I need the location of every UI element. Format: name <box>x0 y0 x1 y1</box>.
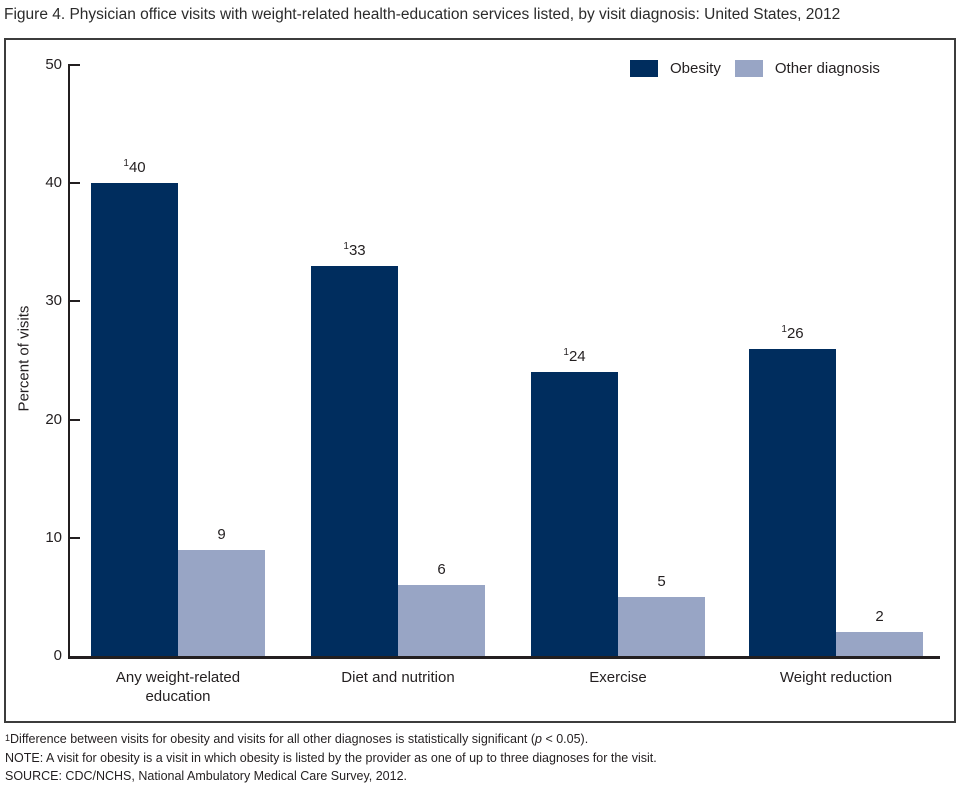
footnote-text-end: < 0.05). <box>541 732 589 746</box>
legend-label: Other diagnosis <box>774 60 880 77</box>
y-tick-label-20: 20 <box>45 410 62 428</box>
y-tick-label-40: 40 <box>45 174 62 192</box>
footnotes: 1Difference between visits for obesity a… <box>5 730 955 786</box>
legend-item-other-diagnosis: Other diagnosis <box>734 60 880 77</box>
footnote-superscript: 1 <box>5 733 11 743</box>
y-tick-label-0: 0 <box>53 647 62 664</box>
bar-value-label: 2 <box>875 608 884 625</box>
bar-other-diagnosis-3 <box>836 632 923 656</box>
plot-area: Percent of visits Obesity Other diagnosis… <box>6 40 954 721</box>
significance-superscript: 1 <box>563 347 569 358</box>
footnote-p-italic: p <box>535 732 542 746</box>
bar-value-label: 6 <box>437 561 446 578</box>
category-label-2: Exercise <box>589 669 647 686</box>
category-label-0: Any weight-related education <box>115 669 241 705</box>
chart-legend: Obesity Other diagnosis <box>630 60 880 77</box>
chart-frame: Percent of visits Obesity Other diagnosis… <box>4 38 956 723</box>
bar-other-diagnosis-1 <box>398 585 485 656</box>
significance-superscript: 1 <box>781 324 787 335</box>
y-tick-label-30: 30 <box>45 292 62 310</box>
legend-label: Obesity <box>670 60 721 77</box>
y-tick-label-10: 10 <box>45 528 62 546</box>
y-tick-30 <box>68 300 80 303</box>
bar-other-diagnosis-0 <box>178 550 265 656</box>
footnote-note: NOTE: A visit for obesity is a visit in … <box>5 750 657 765</box>
bar-value-label: 5 <box>657 573 666 590</box>
significance-superscript: 1 <box>343 241 349 252</box>
bar-value-label: 126 <box>781 324 804 342</box>
figure-title: Figure 4. Physician office visits with w… <box>4 6 841 23</box>
x-axis-line <box>68 656 940 659</box>
bar-value-label: 133 <box>343 241 366 259</box>
legend-swatch <box>734 60 763 77</box>
bar-obesity-3 <box>749 349 836 656</box>
category-label-3: Weight reduction <box>779 669 893 686</box>
legend-item-obesity: Obesity <box>630 60 721 77</box>
bar-value-label: 140 <box>123 158 146 176</box>
bar-value-label: 9 <box>217 526 226 543</box>
bar-other-diagnosis-2 <box>618 597 705 656</box>
bar-obesity-2 <box>531 372 618 656</box>
bar-obesity-1 <box>311 266 398 656</box>
y-tick-40 <box>68 182 80 185</box>
y-tick-50 <box>68 64 80 66</box>
y-tick-10 <box>68 536 80 539</box>
y-tick-label-50: 50 <box>45 56 62 73</box>
bar-value-label: 124 <box>563 347 586 365</box>
footnote-text: Difference between visits for obesity an… <box>10 732 536 746</box>
bar-obesity-0 <box>91 183 178 656</box>
footnote-source: SOURCE: CDC/NCHS, National Ambulatory Me… <box>5 769 407 783</box>
y-axis-line <box>68 65 70 659</box>
category-label-1: Diet and nutrition <box>341 669 455 686</box>
footnote-significance: 1Difference between visits for obesity a… <box>5 730 955 749</box>
significance-superscript: 1 <box>123 158 129 169</box>
y-tick-20 <box>68 418 80 421</box>
legend-swatch <box>630 60 658 77</box>
